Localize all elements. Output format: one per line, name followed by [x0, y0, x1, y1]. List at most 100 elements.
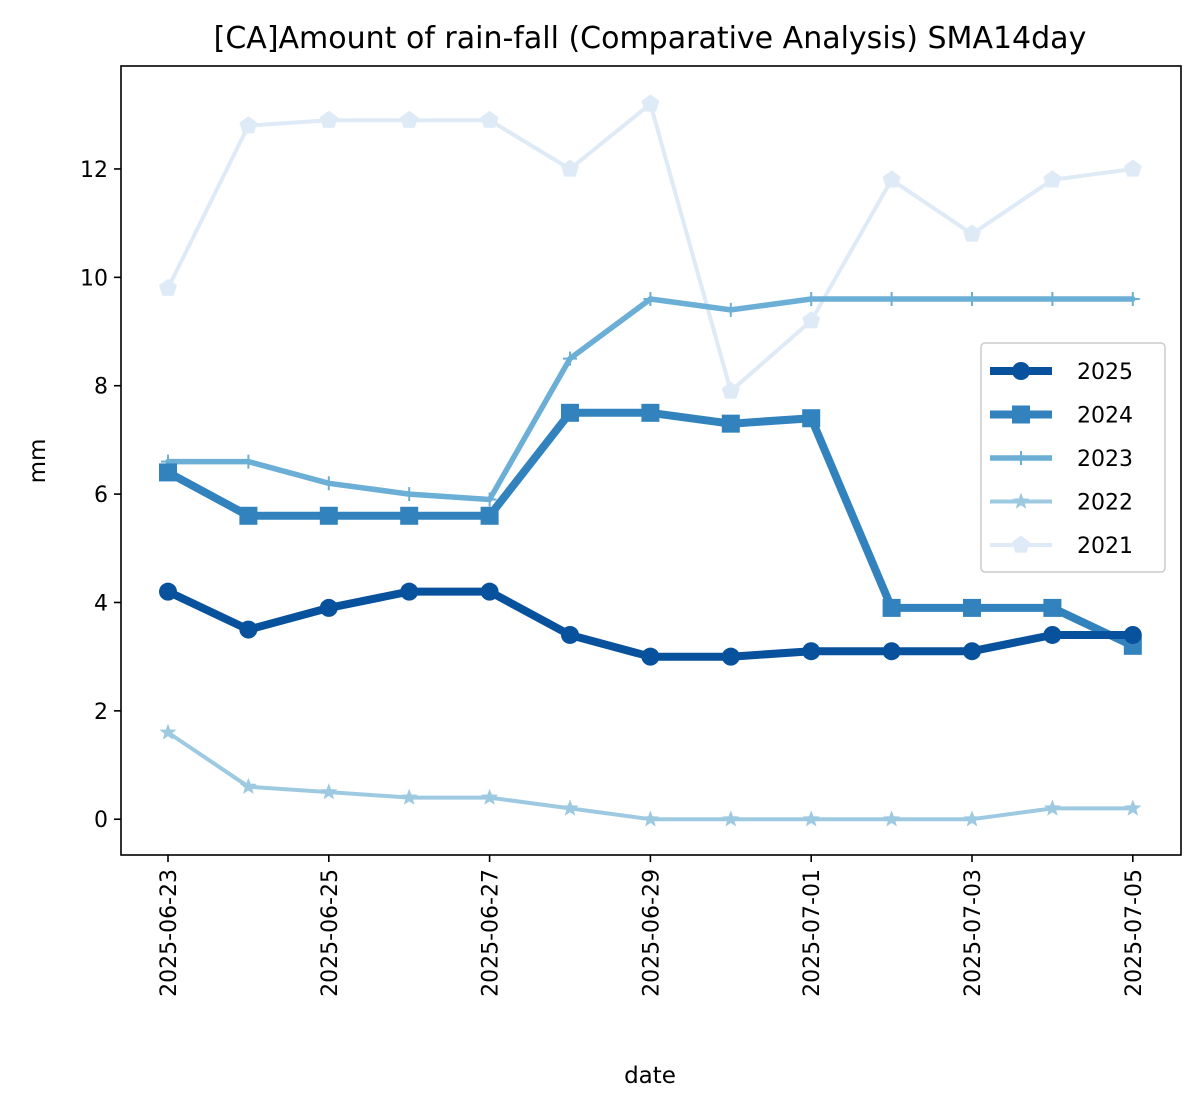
data-point-2021	[882, 170, 901, 188]
data-point-2022	[963, 810, 981, 827]
data-point-2025	[802, 642, 821, 661]
series-2023	[161, 292, 1140, 507]
data-point-2025	[400, 582, 419, 601]
y-tick-label: 0	[94, 808, 108, 833]
y-tick-label: 8	[94, 375, 108, 400]
data-point-2022	[159, 723, 177, 740]
data-point-2025	[963, 642, 981, 661]
legend-swatch-marker	[1012, 362, 1030, 380]
data-point-2025	[561, 625, 579, 644]
data-point-2023	[482, 492, 497, 507]
legend-label: 2022	[1077, 491, 1133, 516]
data-point-2021	[480, 110, 499, 128]
data-point-2022	[883, 810, 901, 827]
data-point-2025	[641, 647, 660, 666]
data-point-2022	[1124, 799, 1142, 816]
data-point-2021	[239, 116, 258, 134]
x-tick-label: 2025-07-01	[800, 869, 825, 997]
data-point-2024	[319, 506, 338, 525]
legend-label: 2024	[1077, 404, 1133, 429]
data-point-2025	[882, 642, 901, 661]
data-point-2025	[239, 620, 258, 639]
data-point-2024	[561, 403, 579, 422]
data-point-2024	[480, 506, 499, 525]
data-point-2025	[1123, 625, 1142, 644]
data-point-2024	[802, 409, 821, 428]
data-point-2022	[320, 783, 338, 800]
data-point-2023	[884, 292, 899, 307]
y-axis: 0 2 4 6 8 10 12	[80, 158, 121, 833]
data-point-2023	[965, 292, 979, 307]
data-point-2021	[802, 311, 821, 329]
y-tick-label: 10	[80, 266, 108, 291]
data-point-2024	[159, 463, 177, 482]
data-point-2021	[319, 110, 338, 128]
data-point-2023	[1045, 292, 1060, 307]
y-tick-label: 2	[94, 700, 108, 725]
data-point-2024	[721, 414, 740, 433]
y-tick-label: 6	[94, 483, 108, 508]
data-point-2023	[723, 302, 738, 317]
data-point-2021	[1123, 159, 1142, 177]
legend-swatch-marker	[1014, 451, 1028, 465]
data-point-2022	[641, 810, 659, 827]
legend-label: 2021	[1077, 534, 1133, 559]
data-point-2023	[643, 292, 658, 307]
legend-swatch-marker	[1012, 492, 1030, 509]
data-point-2024	[882, 598, 901, 617]
series-2021	[159, 94, 1142, 399]
series-line-2022	[166, 730, 1135, 822]
data-point-2021	[963, 224, 981, 242]
x-tick-label: 2025-07-05	[1122, 869, 1147, 997]
data-point-2021	[561, 159, 579, 177]
legend-swatch-marker	[1012, 535, 1030, 553]
data-point-2024	[239, 506, 258, 525]
y-tick-label: 12	[80, 158, 108, 183]
series-2022	[159, 723, 1142, 827]
data-point-2025	[480, 582, 499, 601]
legend-frame	[980, 342, 1166, 573]
data-point-2021	[641, 94, 660, 112]
x-tick-label: 2025-06-23	[157, 869, 182, 997]
data-point-2022	[481, 788, 499, 805]
legend-item-2021: 2021	[990, 534, 1133, 559]
data-point-2022	[400, 788, 418, 805]
legend-item-2024: 2024	[990, 404, 1133, 429]
data-point-2021	[400, 110, 419, 128]
data-point-2022	[1043, 799, 1061, 816]
data-point-2022	[239, 777, 257, 794]
data-point-2022	[561, 799, 579, 816]
data-point-2025	[1043, 625, 1062, 644]
data-point-2025	[721, 647, 740, 666]
data-point-2023	[1125, 292, 1140, 307]
chart-title: [CA]Amount of rain-fall (Comparative Ana…	[214, 21, 1087, 56]
x-tick-label: 2025-06-29	[639, 869, 664, 997]
data-point-2022	[802, 810, 820, 827]
data-point-2021	[721, 381, 740, 399]
data-point-2024	[400, 506, 419, 525]
y-axis-label: mm	[25, 439, 51, 484]
series-line-2025	[164, 587, 1137, 661]
x-tick-label: 2025-06-25	[318, 869, 343, 997]
data-point-2023	[563, 351, 577, 366]
y-tick-label: 4	[94, 591, 108, 616]
x-tick-label: 2025-07-03	[961, 869, 986, 997]
data-point-2023	[321, 476, 336, 491]
legend-item-2025: 2025	[990, 360, 1133, 385]
legend-item-2022: 2022	[990, 491, 1133, 516]
data-point-2024	[641, 403, 660, 422]
data-point-2024	[963, 598, 981, 617]
series-2025	[159, 582, 1142, 666]
legend-label: 2023	[1077, 447, 1133, 472]
data-point-2025	[319, 598, 338, 617]
data-point-2021	[1043, 170, 1062, 188]
legend: 2025 2024 2023 2022 2021	[980, 342, 1166, 573]
legend-label: 2025	[1077, 360, 1133, 385]
series-layer	[159, 94, 1142, 827]
data-point-2023	[402, 487, 417, 502]
data-point-2022	[722, 810, 740, 827]
legend-swatch-marker	[1012, 405, 1030, 424]
x-axis-label: date	[624, 1063, 676, 1089]
x-tick-label: 2025-06-27	[479, 869, 504, 997]
